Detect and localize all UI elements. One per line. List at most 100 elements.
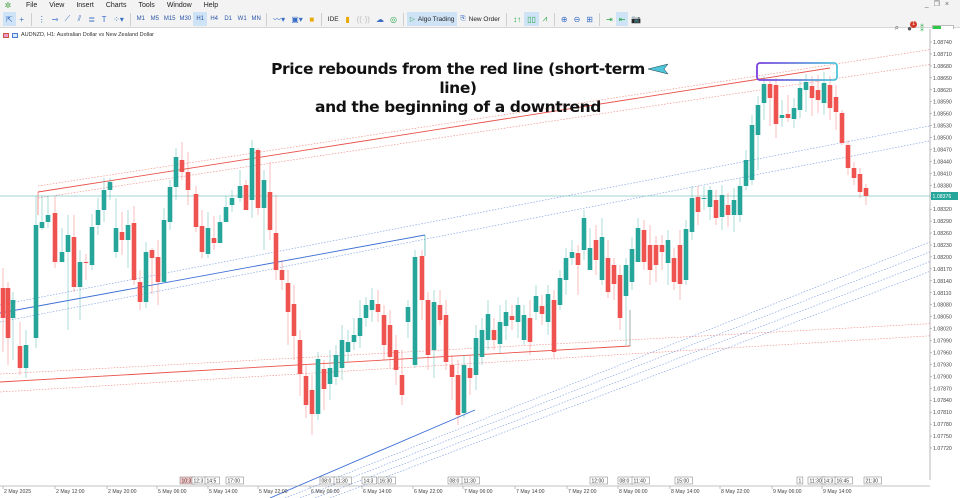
text-tool-button[interactable]: T [98, 12, 110, 26]
fibonacci-icon: ≣ [88, 14, 96, 24]
bar-chart-button[interactable]: ↕↑ [510, 12, 524, 26]
signal-icon: ((·)) [356, 14, 370, 24]
timeframe-m30[interactable]: M30 [179, 16, 192, 22]
close-icon[interactable]: × [944, 1, 954, 8]
candlestick-chart-button[interactable]: ▯▯ [524, 12, 539, 26]
restore-icon[interactable]: ❐ [933, 1, 945, 8]
svg-text:2 May 20:00: 2 May 20:00 [108, 489, 137, 495]
signals-button[interactable]: ((·)) [354, 12, 373, 26]
menu-view[interactable]: View [49, 2, 65, 9]
ide-button[interactable]: IDE [325, 12, 342, 26]
menu-file[interactable]: File [26, 2, 38, 9]
menu-window[interactable]: Window [166, 2, 192, 9]
indicators-menu-button[interactable]: 〰▾ [270, 12, 288, 26]
price-chart[interactable]: 1.08740 1.08710 1.08680 1.08650 1.08620 1.085… [0, 29, 960, 498]
timeframe-h4[interactable]: H4 [210, 16, 218, 22]
svg-text:1: 1 [799, 479, 802, 485]
ide-label: IDE [327, 15, 339, 23]
menu-charts[interactable]: Charts [105, 2, 127, 9]
shapes-menu-button[interactable]: ⁘▾ [110, 12, 127, 26]
horizontal-line-button[interactable]: ⊸ [49, 12, 62, 26]
svg-text:1.08650: 1.08650 [933, 76, 952, 82]
camera-icon: 📷 [631, 14, 642, 24]
cloud-icon: ☁ [375, 14, 384, 24]
text-icon: T [101, 14, 107, 24]
svg-text:1.08200: 1.08200 [933, 255, 952, 261]
vertical-line-button[interactable]: ⋮ [35, 12, 49, 26]
timeframe-d1[interactable]: D1 [224, 16, 232, 22]
menu-insert[interactable]: Insert [76, 2, 94, 9]
window-controls: _❐× [925, 0, 954, 8]
chart-window[interactable]: AUDNZD, H1: Australian Dollar vs New Zea… [0, 29, 960, 498]
svg-text:1.07900: 1.07900 [933, 374, 952, 380]
auto-scroll-button[interactable]: ⇥ [603, 12, 616, 26]
svg-text:1.08020: 1.08020 [933, 327, 952, 333]
separator [553, 12, 555, 26]
menu-help[interactable]: Help [203, 2, 219, 9]
svg-text:1.08290: 1.08290 [933, 219, 952, 225]
new-order-button[interactable]: ⎘ New Order [457, 12, 503, 26]
crosshair-icon: + [19, 14, 25, 24]
svg-text:08:0: 08:0 [450, 479, 460, 485]
community-button[interactable]: ◎ [387, 12, 400, 26]
svg-text:1.08230: 1.08230 [933, 243, 952, 249]
market-button[interactable]: ■ [306, 12, 318, 26]
price-axis: 1.08740 1.08710 1.08680 1.08650 1.08620 1.085… [929, 29, 960, 498]
svg-text:2 May 12:00: 2 May 12:00 [56, 489, 85, 495]
timeframe-m15[interactable]: M15 [163, 16, 176, 22]
svg-text:17:00: 17:00 [228, 479, 241, 485]
templates-menu-button[interactable]: ▣▾ [288, 12, 306, 26]
trendline-button[interactable]: ⟋ [61, 12, 73, 26]
svg-text:21:30: 21:30 [866, 479, 879, 485]
new-order-label: New Order [468, 15, 501, 23]
play-icon: ▷ [409, 16, 415, 23]
svg-text:1.08590: 1.08590 [933, 100, 952, 106]
annotation-text: Price rebounds from the red line (short-… [268, 60, 648, 117]
chart-shift-button[interactable]: ⇤ [615, 12, 629, 26]
minimize-icon[interactable]: _ [924, 1, 934, 8]
channel-button[interactable]: ⫽ [73, 12, 85, 26]
svg-text:1.08380: 1.08380 [933, 183, 952, 189]
svg-text:1.08410: 1.08410 [933, 171, 952, 177]
line-chart-button[interactable]: ⩘ [539, 12, 551, 26]
screenshot-button[interactable]: 📷 [628, 12, 644, 26]
svg-text:1.08560: 1.08560 [933, 112, 952, 118]
svg-text:5 May 06:00: 5 May 06:00 [158, 489, 187, 495]
vps-button[interactable]: ☁ [373, 12, 387, 26]
search-icon[interactable]: ⌕ [894, 23, 900, 32]
svg-text:1.08620: 1.08620 [933, 88, 952, 94]
timeframe-mn[interactable]: MN [251, 16, 261, 22]
zoom-out-button[interactable]: ⊖ [571, 12, 584, 26]
svg-text:08:0: 08:0 [322, 479, 332, 485]
svg-text:11:30: 11:30 [336, 479, 348, 485]
crosshair-tool-button[interactable]: + [16, 12, 28, 26]
cursor-icon: ⇱ [6, 14, 13, 24]
svg-text:14:3: 14:3 [364, 479, 374, 485]
svg-text:1.08680: 1.08680 [933, 64, 952, 70]
channel-icon: ⫽ [77, 14, 82, 23]
notifications-button[interactable]: ● 1 [907, 20, 917, 33]
tile-windows-button[interactable]: ⊞ [583, 12, 596, 26]
timeframe-h1[interactable]: H1 [193, 12, 208, 26]
market-bag-button[interactable]: ▮ [342, 12, 354, 26]
fibonacci-button[interactable]: ≣ [85, 12, 98, 26]
indicator-icon: 〰▾ [273, 14, 286, 24]
symbol-flag-icon [3, 32, 9, 38]
svg-text:16:30: 16:30 [380, 479, 393, 485]
timeframe-w1[interactable]: W1 [237, 16, 247, 22]
zoom-in-button[interactable]: ⊕ [558, 12, 571, 26]
svg-text:1.07720: 1.07720 [933, 446, 952, 452]
chart-title: AUDNZD, H1: Australian Dollar vs New Zea… [3, 32, 154, 38]
cursor-tool-button[interactable]: ⇱ [3, 12, 16, 26]
grid-icon: ⊞ [586, 14, 593, 24]
svg-text:1.07960: 1.07960 [933, 350, 952, 356]
zoom-out-icon: ⊖ [573, 14, 581, 24]
separator [506, 12, 508, 26]
svg-text:1.08530: 1.08530 [933, 124, 952, 130]
svg-text:10:3: 10:3 [182, 479, 192, 485]
timeframe-m5[interactable]: M5 [150, 16, 159, 22]
menu-tools[interactable]: Tools [138, 2, 155, 9]
chart-window-icon [12, 32, 18, 38]
timeframe-m1[interactable]: M1 [136, 16, 145, 22]
algo-trading-button[interactable]: ▷ Algo Trading [406, 12, 458, 26]
